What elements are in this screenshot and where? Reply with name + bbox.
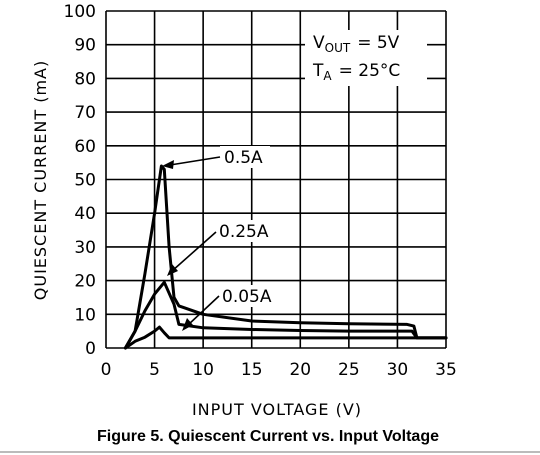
y-tick-label: 80 xyxy=(74,69,96,89)
series-label-0-05a: 0.05A xyxy=(222,287,272,307)
x-tick-label: 5 xyxy=(149,360,160,380)
x-tick-label: 0 xyxy=(101,360,112,380)
series-line-0-25a xyxy=(123,280,448,350)
x-tick-label: 20 xyxy=(289,360,311,380)
series-line-0-05a xyxy=(123,325,448,350)
y-tick-label: 60 xyxy=(74,137,96,157)
y-tick-label: 70 xyxy=(74,103,96,123)
series-label-0-25a: 0.25A xyxy=(219,222,269,242)
x-axis-title: INPUT VOLTAGE (V) xyxy=(192,400,362,419)
y-axis-title: QUIESCENT CURRENT (mA) xyxy=(31,60,50,300)
x-tick-label: 25 xyxy=(338,360,360,380)
y-tick-label: 50 xyxy=(74,171,96,191)
arrow-head-icon xyxy=(182,318,193,331)
x-tick-label: 15 xyxy=(241,360,263,380)
y-tick-label: 100 xyxy=(64,2,96,22)
y-tick-label: 30 xyxy=(74,238,96,258)
y-tick-label: 10 xyxy=(74,305,96,325)
x-tick-label: 10 xyxy=(192,360,214,380)
x-tick-label: 30 xyxy=(387,360,409,380)
y-tick-label: 40 xyxy=(74,204,96,224)
arrow-head-icon xyxy=(162,160,174,169)
y-tick-label: 20 xyxy=(74,272,96,292)
series-line-0-5a xyxy=(123,164,448,350)
vout-condition: VOUT = 5V xyxy=(313,33,400,55)
tick-labels: 0 5 10 15 20 25 30 35 0 10 20 30 40 50 60 70 80 90 100 xyxy=(64,2,457,380)
y-tick-label: 90 xyxy=(74,36,96,56)
conditions-box xyxy=(305,30,427,86)
series-lines xyxy=(123,164,448,350)
figure-caption: Figure 5. Quiescent Current vs. Input Vo… xyxy=(97,428,439,445)
ta-condition: TA = 25°C xyxy=(312,61,400,83)
arrow-head-icon xyxy=(167,264,178,276)
series-label-0-5a: 0.5A xyxy=(224,148,263,168)
x-tick-label: 35 xyxy=(435,360,457,380)
y-tick-label: 0 xyxy=(85,339,96,359)
